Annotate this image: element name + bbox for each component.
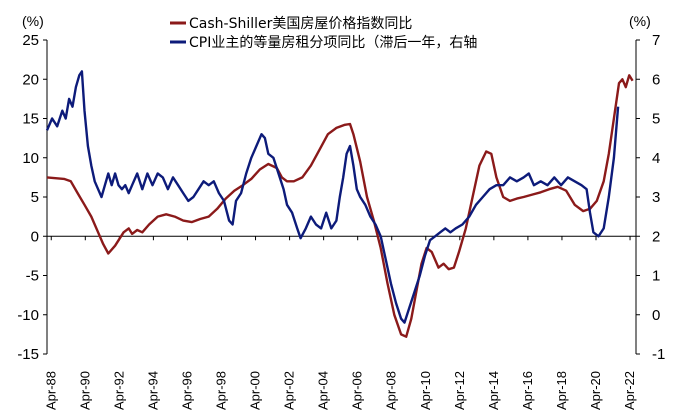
x-tick-label: Apr-90 (77, 371, 92, 410)
x-tick-label: Apr-04 (316, 371, 331, 410)
right-tick-label: 4 (652, 150, 660, 167)
x-tick-label: Apr-08 (384, 371, 399, 410)
left-tick-label: 25 (22, 32, 39, 49)
legend-label: Cash-Shiller美国房屋价格指数同比 (189, 16, 412, 32)
right-tick-label: 5 (652, 111, 660, 128)
left-tick-label: -10 (17, 307, 39, 324)
series-line-house-price (46, 74, 634, 338)
right-tick-label: 6 (652, 71, 660, 88)
x-tick-label: Apr-16 (520, 371, 535, 410)
left-tick-label: 20 (22, 71, 39, 88)
series-line-cpi-rent (45, 70, 620, 324)
left-unit-label: (%) (22, 13, 44, 29)
left-tick-label: 0 (31, 228, 39, 245)
left-tick-label: 5 (31, 189, 39, 206)
x-tick-label: Apr-88 (43, 371, 58, 410)
legend: Cash-Shiller美国房屋价格指数同比 CPI业主的等量房租分项同比（滞后一… (170, 16, 477, 51)
right-unit-label: (%) (629, 13, 651, 29)
x-tick-label: Apr-94 (145, 371, 160, 410)
x-tick-label: Apr-12 (452, 371, 467, 410)
right-tick-label: -1 (652, 346, 665, 363)
legend-label: CPI业主的等量房租分项同比（滞后一年，右轴 (189, 34, 477, 51)
x-tick-label: Apr-20 (588, 371, 603, 410)
x-tick-label: Apr-18 (554, 371, 569, 410)
left-tick-label: -5 (26, 268, 39, 285)
x-tick-label: Apr-22 (622, 371, 637, 410)
x-tick-label: Apr-92 (111, 371, 126, 410)
x-tick-label: Apr-98 (213, 371, 228, 410)
x-tick-label: Apr-96 (179, 371, 194, 410)
x-tick-label: Apr-06 (350, 371, 365, 410)
right-tick-label: 7 (652, 32, 660, 49)
x-tick-label: Apr-00 (248, 371, 263, 410)
right-tick-label: 3 (652, 189, 660, 206)
series-lines (45, 70, 634, 338)
left-tick-label: 10 (22, 150, 39, 167)
axes (43, 39, 640, 355)
right-tick-label: 1 (652, 268, 660, 285)
left-tick-label: -15 (17, 346, 39, 363)
right-tick-label: 2 (652, 228, 660, 245)
x-tick-label: Apr-10 (418, 371, 433, 410)
left-tick-label: 15 (22, 111, 39, 128)
right-tick-label: 0 (652, 307, 660, 324)
x-tick-label: Apr-14 (486, 371, 501, 410)
x-tick-label: Apr-02 (282, 371, 297, 410)
